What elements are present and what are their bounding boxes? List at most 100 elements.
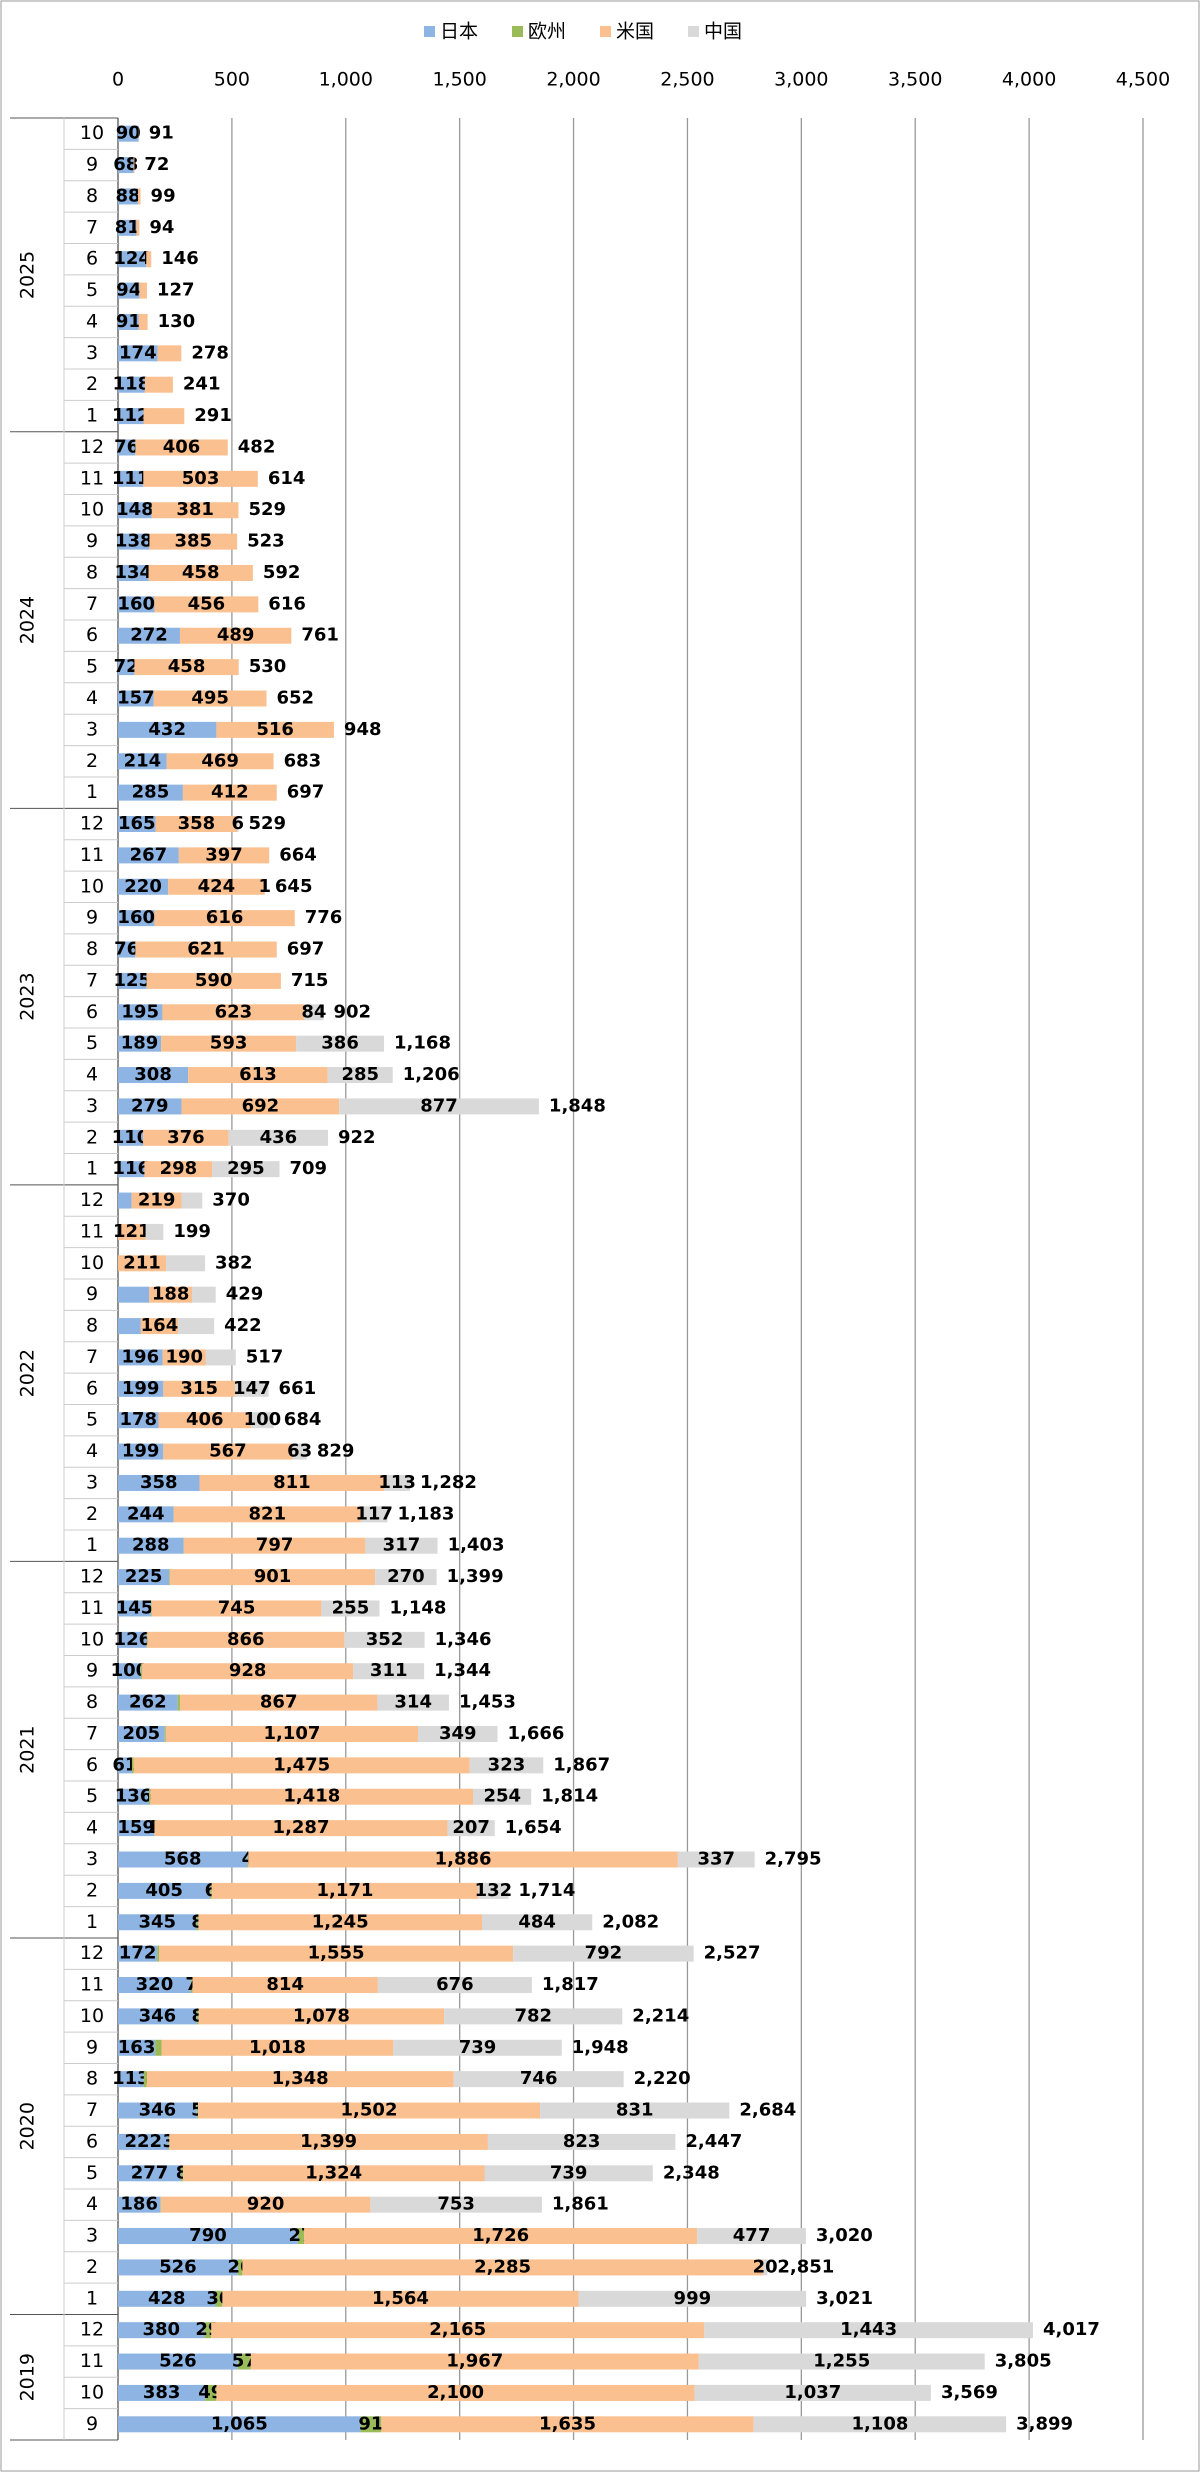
bar-segment	[168, 2133, 170, 2150]
value-label: 285	[132, 782, 170, 803]
total-label: 683	[284, 750, 322, 771]
value-label: 100	[111, 1660, 149, 1681]
bar-segment	[296, 1035, 385, 1052]
bar-segment	[118, 2322, 205, 2339]
month-label: 12	[80, 1566, 104, 1588]
total-label: 146	[161, 248, 199, 269]
value-label: 428	[148, 2288, 186, 2309]
month-label: 10	[80, 875, 104, 897]
value-label: 1,171	[317, 1880, 374, 1901]
value-label: 999	[674, 2288, 712, 2309]
value-label: 112	[112, 405, 150, 426]
x-tick-label: 500	[214, 69, 250, 91]
month-label: 4	[86, 1817, 98, 1839]
x-tick-label: 2,500	[660, 69, 714, 91]
value-label: 124	[113, 248, 151, 269]
x-tick-label: 2,000	[546, 69, 600, 91]
value-label: 298	[160, 1158, 198, 1179]
bar-segment	[151, 1600, 322, 1617]
value-label: 867	[260, 1692, 298, 1713]
total-label: 72	[144, 154, 169, 175]
bar-segment	[344, 1631, 425, 1648]
value-label: 489	[217, 625, 255, 646]
bar-segment	[321, 1600, 380, 1617]
value-label: 456	[188, 593, 226, 614]
value-label: 163	[118, 2037, 156, 2058]
bar-segment	[118, 1004, 163, 1021]
total-label: 382	[215, 1252, 253, 1273]
month-label: 10	[80, 1628, 104, 1650]
bar-segment	[161, 2039, 394, 2056]
total-label: 776	[305, 907, 343, 928]
bar-segment	[297, 2228, 305, 2245]
value-label: 195	[121, 1001, 159, 1022]
total-label: 761	[301, 625, 339, 646]
bar-segment	[118, 1694, 178, 1711]
bar-segment	[540, 2102, 730, 2119]
value-label: 148	[116, 499, 154, 520]
bar-segment	[205, 2384, 217, 2401]
bar-segment	[164, 1725, 166, 1742]
bar-segment	[157, 1945, 159, 1962]
month-label: 11	[80, 1220, 104, 1242]
value-label: 159	[117, 1817, 155, 1838]
total-label: 1,346	[435, 1629, 492, 1650]
year-label: 2020	[17, 2102, 39, 2150]
year-label: 2019	[17, 2353, 39, 2401]
total-label: 1,206	[403, 1064, 460, 1085]
bar-segment	[178, 847, 270, 864]
total-label: 2,082	[602, 1911, 659, 1932]
bar-segment	[150, 1788, 474, 1805]
bar-segment	[181, 1192, 203, 1209]
value-label: 358	[178, 813, 216, 834]
bar-segment	[151, 1600, 152, 1617]
value-label: 352	[366, 1629, 404, 1650]
year-label: 2025	[17, 251, 39, 299]
month-label: 8	[86, 561, 98, 583]
value-label: 1,255	[813, 2351, 870, 2372]
value-label: 84	[301, 1001, 326, 1022]
value-label: 100	[244, 1409, 282, 1430]
value-label: 277	[131, 2162, 169, 2183]
value-label: 753	[437, 2194, 475, 2215]
value-label: 88	[115, 185, 140, 206]
bar-segment	[118, 2196, 161, 2213]
bar-segment	[118, 282, 140, 299]
value-label: 746	[520, 2068, 558, 2089]
month-label: 2	[86, 373, 98, 395]
bar-segment	[133, 1757, 470, 1774]
total-label: 482	[238, 436, 276, 457]
total-label: 1,666	[507, 1723, 564, 1744]
value-label: 323	[488, 1754, 526, 1775]
total-label: 3,569	[941, 2382, 998, 2403]
bar-segment	[481, 1914, 593, 1931]
bar-segment	[131, 1757, 134, 1774]
bar-segment	[118, 1600, 152, 1617]
value-label: 94	[116, 280, 141, 301]
value-label: 1,726	[472, 2225, 529, 2246]
bar-segment	[149, 533, 238, 550]
bar-segment	[143, 1129, 229, 1146]
value-label: 279	[131, 1095, 169, 1116]
month-label: 8	[86, 1315, 98, 1337]
value-label: 270	[387, 1566, 425, 1587]
value-label: 61	[112, 1754, 137, 1775]
bar-segment	[173, 1506, 361, 1523]
value-label: 1,078	[293, 2005, 350, 2026]
total-label: 614	[268, 468, 306, 489]
total-label: 517	[246, 1346, 284, 1367]
bar-segment	[160, 2196, 371, 2213]
value-label: 121	[113, 1221, 151, 1242]
bar-segment	[118, 1882, 211, 1899]
bar-segment	[360, 1506, 388, 1523]
month-label: 6	[86, 2130, 98, 2152]
value-label: 91	[116, 311, 141, 332]
value-label: 526	[159, 2351, 197, 2372]
value-label: 797	[256, 1535, 294, 1556]
month-label: 8	[86, 185, 98, 207]
legend-swatch	[424, 26, 435, 37]
month-label: 5	[86, 279, 98, 301]
bar-segment	[118, 502, 152, 519]
bar-segment	[166, 1255, 206, 1272]
